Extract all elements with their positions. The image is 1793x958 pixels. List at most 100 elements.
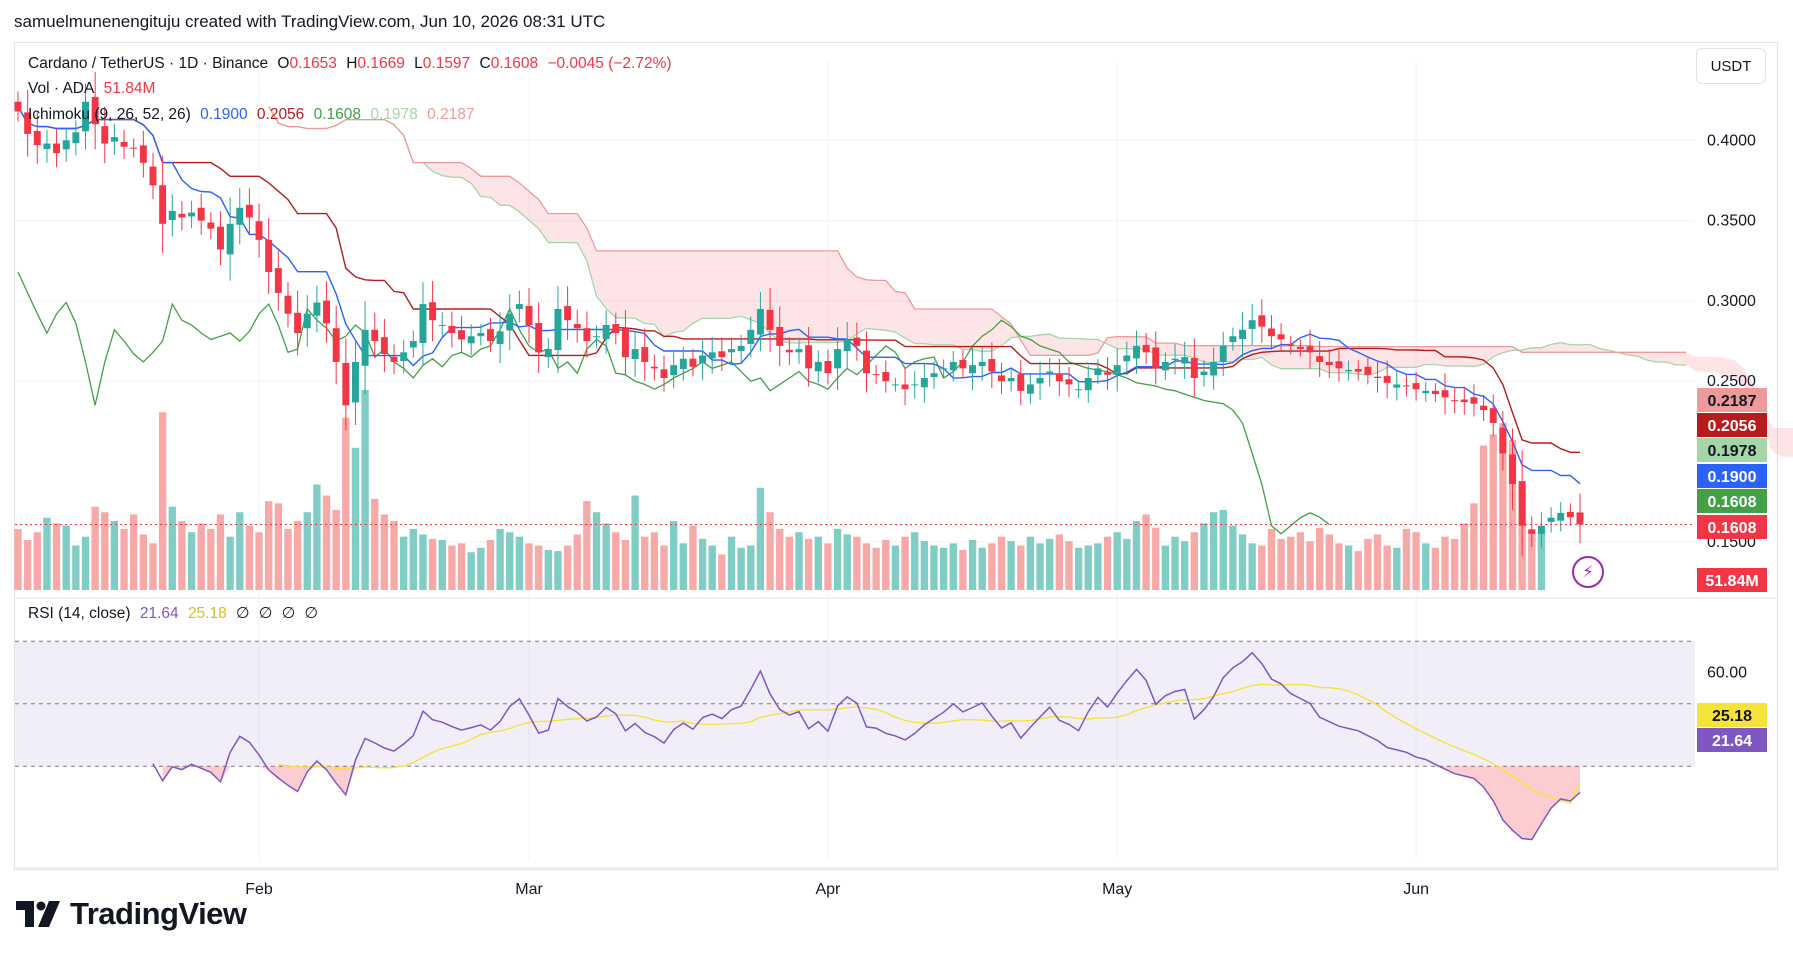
candle-body	[554, 308, 562, 351]
volume-bar	[274, 503, 282, 590]
volume-bar	[1046, 538, 1054, 590]
chart-frame[interactable]	[14, 42, 1778, 870]
volume-bar	[939, 547, 948, 590]
candle-body	[380, 337, 388, 354]
volume-legend[interactable]: Vol · ADA 51.84M	[28, 80, 160, 98]
ichimoku-lead-b-line	[268, 106, 1687, 357]
lightning-icon[interactable]: ⚡	[1572, 556, 1604, 588]
candle-body	[969, 365, 977, 374]
price-axis-label-last: 0.1608	[1697, 515, 1767, 539]
volume-bar	[1354, 551, 1362, 590]
volume-bar	[804, 538, 813, 590]
volume-bar	[1084, 545, 1092, 590]
price-axis-label-base: 0.2056	[1697, 413, 1767, 437]
volume-bar	[130, 514, 138, 590]
volume-bar	[1258, 545, 1266, 590]
volume-bar	[110, 521, 119, 590]
volume-bar	[1441, 536, 1449, 590]
volume-bar	[1171, 536, 1179, 590]
candle-body	[1055, 373, 1063, 382]
candle-body	[930, 373, 938, 378]
volume-bar	[52, 523, 61, 590]
volume-bar	[1499, 423, 1507, 590]
rsi-oversold-fill	[162, 766, 1580, 840]
close-value: 0.1608	[490, 55, 539, 72]
volume-bar	[833, 528, 842, 590]
volume-bar	[949, 543, 957, 590]
candle-body	[785, 349, 793, 353]
rsi-axis-label-text: 21.64	[1712, 733, 1752, 750]
candle-body	[756, 308, 764, 335]
volume-bar	[1229, 525, 1237, 590]
ichimoku-lead-a-line	[268, 106, 1687, 376]
volume-bar	[1316, 527, 1324, 590]
candle-body	[1046, 371, 1054, 374]
candle-body	[766, 309, 774, 330]
volume-bar	[1074, 547, 1083, 590]
symbol-legend[interactable]: Cardano / TetherUS · 1D · Binance O0.165…	[28, 55, 677, 73]
candle-body	[949, 361, 957, 371]
candle-body	[593, 336, 600, 338]
time-tick-label: Mar	[515, 881, 543, 898]
volume-bar	[612, 532, 620, 590]
rsi-empty-value: ∅	[304, 605, 319, 622]
volume-bar	[91, 506, 99, 590]
candle-body	[1267, 328, 1275, 337]
volume-label: Vol · ADA	[28, 80, 95, 97]
volume-bar	[14, 528, 22, 590]
candle-body	[670, 365, 678, 376]
candle-body	[834, 349, 842, 369]
volume-bar	[284, 528, 292, 590]
high-value: 0.1669	[357, 55, 405, 72]
candle-body	[1576, 512, 1584, 525]
candle-body	[1239, 329, 1247, 340]
candle-body	[294, 312, 302, 334]
ichimoku-label: Ichimoku (9, 26, 52, 26)	[28, 106, 191, 123]
volume-bar	[120, 528, 128, 590]
candle-body	[429, 302, 437, 321]
volume-bar	[1123, 538, 1131, 590]
candle-body	[1547, 517, 1555, 522]
volume-bar	[525, 543, 533, 590]
candle-body	[207, 222, 215, 229]
candle-body	[72, 132, 80, 144]
candle-body	[110, 137, 118, 142]
volume-bar	[968, 540, 977, 590]
volume-bar	[785, 536, 794, 590]
volume-bar	[1065, 541, 1073, 590]
volume-bar	[911, 532, 919, 590]
currency-button[interactable]: USDT	[1696, 48, 1766, 84]
candle-body	[660, 369, 668, 378]
price-axis-label-text: 0.1978	[1708, 443, 1757, 460]
candle-body	[525, 306, 533, 325]
volume-bar	[72, 545, 80, 590]
volume-bar	[477, 547, 485, 590]
volume-bar	[602, 523, 610, 590]
candle-body	[342, 362, 350, 406]
volume-bar	[1190, 532, 1198, 590]
volume-bar	[1113, 532, 1121, 590]
candle-body	[1354, 369, 1362, 372]
candle-body	[1470, 397, 1478, 404]
volume-bar	[1325, 534, 1333, 590]
volume-bar	[1103, 536, 1112, 590]
candle-body	[920, 378, 928, 388]
candle-body	[130, 147, 138, 149]
volume-bar	[1132, 521, 1141, 590]
volume-bar	[1460, 523, 1468, 590]
tradingview-logo-icon	[16, 901, 60, 927]
symbol-name[interactable]: Cardano / TetherUS · 1D · Binance	[28, 55, 269, 72]
candle-body	[236, 207, 244, 225]
volume-bar	[1055, 534, 1063, 590]
candle-body	[265, 239, 273, 272]
volume-bar	[988, 543, 996, 590]
volume-bar	[515, 536, 524, 590]
price-axis-label-text: 0.1608	[1708, 520, 1757, 537]
price-axis-label-bg	[1697, 438, 1767, 462]
candle-body	[1258, 315, 1266, 327]
candle-body	[53, 143, 61, 154]
rsi-legend[interactable]: RSI (14, close) 21.64 25.18 ∅ ∅ ∅ ∅	[28, 604, 323, 623]
ichimoku-legend[interactable]: Ichimoku (9, 26, 52, 26) 0.1900 0.2056 0…	[28, 106, 480, 124]
volume-bar	[1537, 532, 1546, 590]
